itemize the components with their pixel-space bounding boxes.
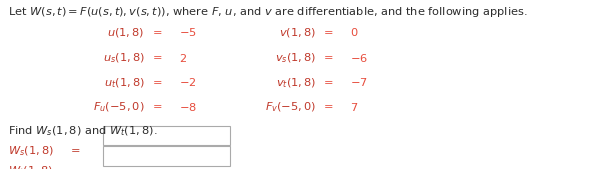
Text: $u_s(1, 8)$: $u_s(1, 8)$ (103, 52, 145, 65)
Text: $-7$: $-7$ (350, 76, 368, 88)
Text: $=$: $=$ (150, 52, 162, 62)
Text: $=$: $=$ (321, 26, 333, 36)
Text: $=$: $=$ (321, 52, 333, 62)
Text: $=$: $=$ (321, 76, 333, 86)
Text: $2$: $2$ (179, 52, 187, 64)
Text: $u_t(1, 8)$: $u_t(1, 8)$ (104, 76, 145, 90)
Text: $=$: $=$ (150, 26, 162, 36)
Text: $W_t(1, 8)$: $W_t(1, 8)$ (8, 165, 53, 169)
Text: $F_v(-5, 0)$: $F_v(-5, 0)$ (265, 101, 316, 114)
Text: $=$: $=$ (68, 165, 80, 169)
Text: $-6$: $-6$ (350, 52, 368, 64)
Text: $7$: $7$ (350, 101, 359, 113)
Text: $v(1, 8)$: $v(1, 8)$ (280, 26, 316, 39)
Text: $=$: $=$ (321, 101, 333, 111)
FancyBboxPatch shape (103, 126, 230, 145)
Text: $=$: $=$ (150, 101, 162, 111)
Text: $-5$: $-5$ (179, 26, 197, 38)
Text: $W_s(1, 8)$: $W_s(1, 8)$ (8, 144, 54, 158)
Text: Let $W(s, t) = F(u(s, t), v(s, t))$, where $F$, $u$, and $v$ are differentiable,: Let $W(s, t) = F(u(s, t), v(s, t))$, whe… (8, 5, 527, 19)
Text: $u(1, 8)$: $u(1, 8)$ (108, 26, 145, 39)
Text: $F_u(-5, 0)$: $F_u(-5, 0)$ (93, 101, 145, 114)
FancyBboxPatch shape (103, 146, 230, 166)
Text: $-2$: $-2$ (179, 76, 197, 88)
Text: $=$: $=$ (150, 76, 162, 86)
Text: Find $W_s(1, 8)$ and $W_t(1, 8)$.: Find $W_s(1, 8)$ and $W_t(1, 8)$. (8, 124, 157, 138)
Text: $=$: $=$ (68, 144, 80, 154)
Text: $0$: $0$ (350, 26, 359, 38)
Text: $-8$: $-8$ (179, 101, 197, 113)
Text: $v_s(1, 8)$: $v_s(1, 8)$ (275, 52, 316, 65)
Text: $v_t(1, 8)$: $v_t(1, 8)$ (276, 76, 316, 90)
